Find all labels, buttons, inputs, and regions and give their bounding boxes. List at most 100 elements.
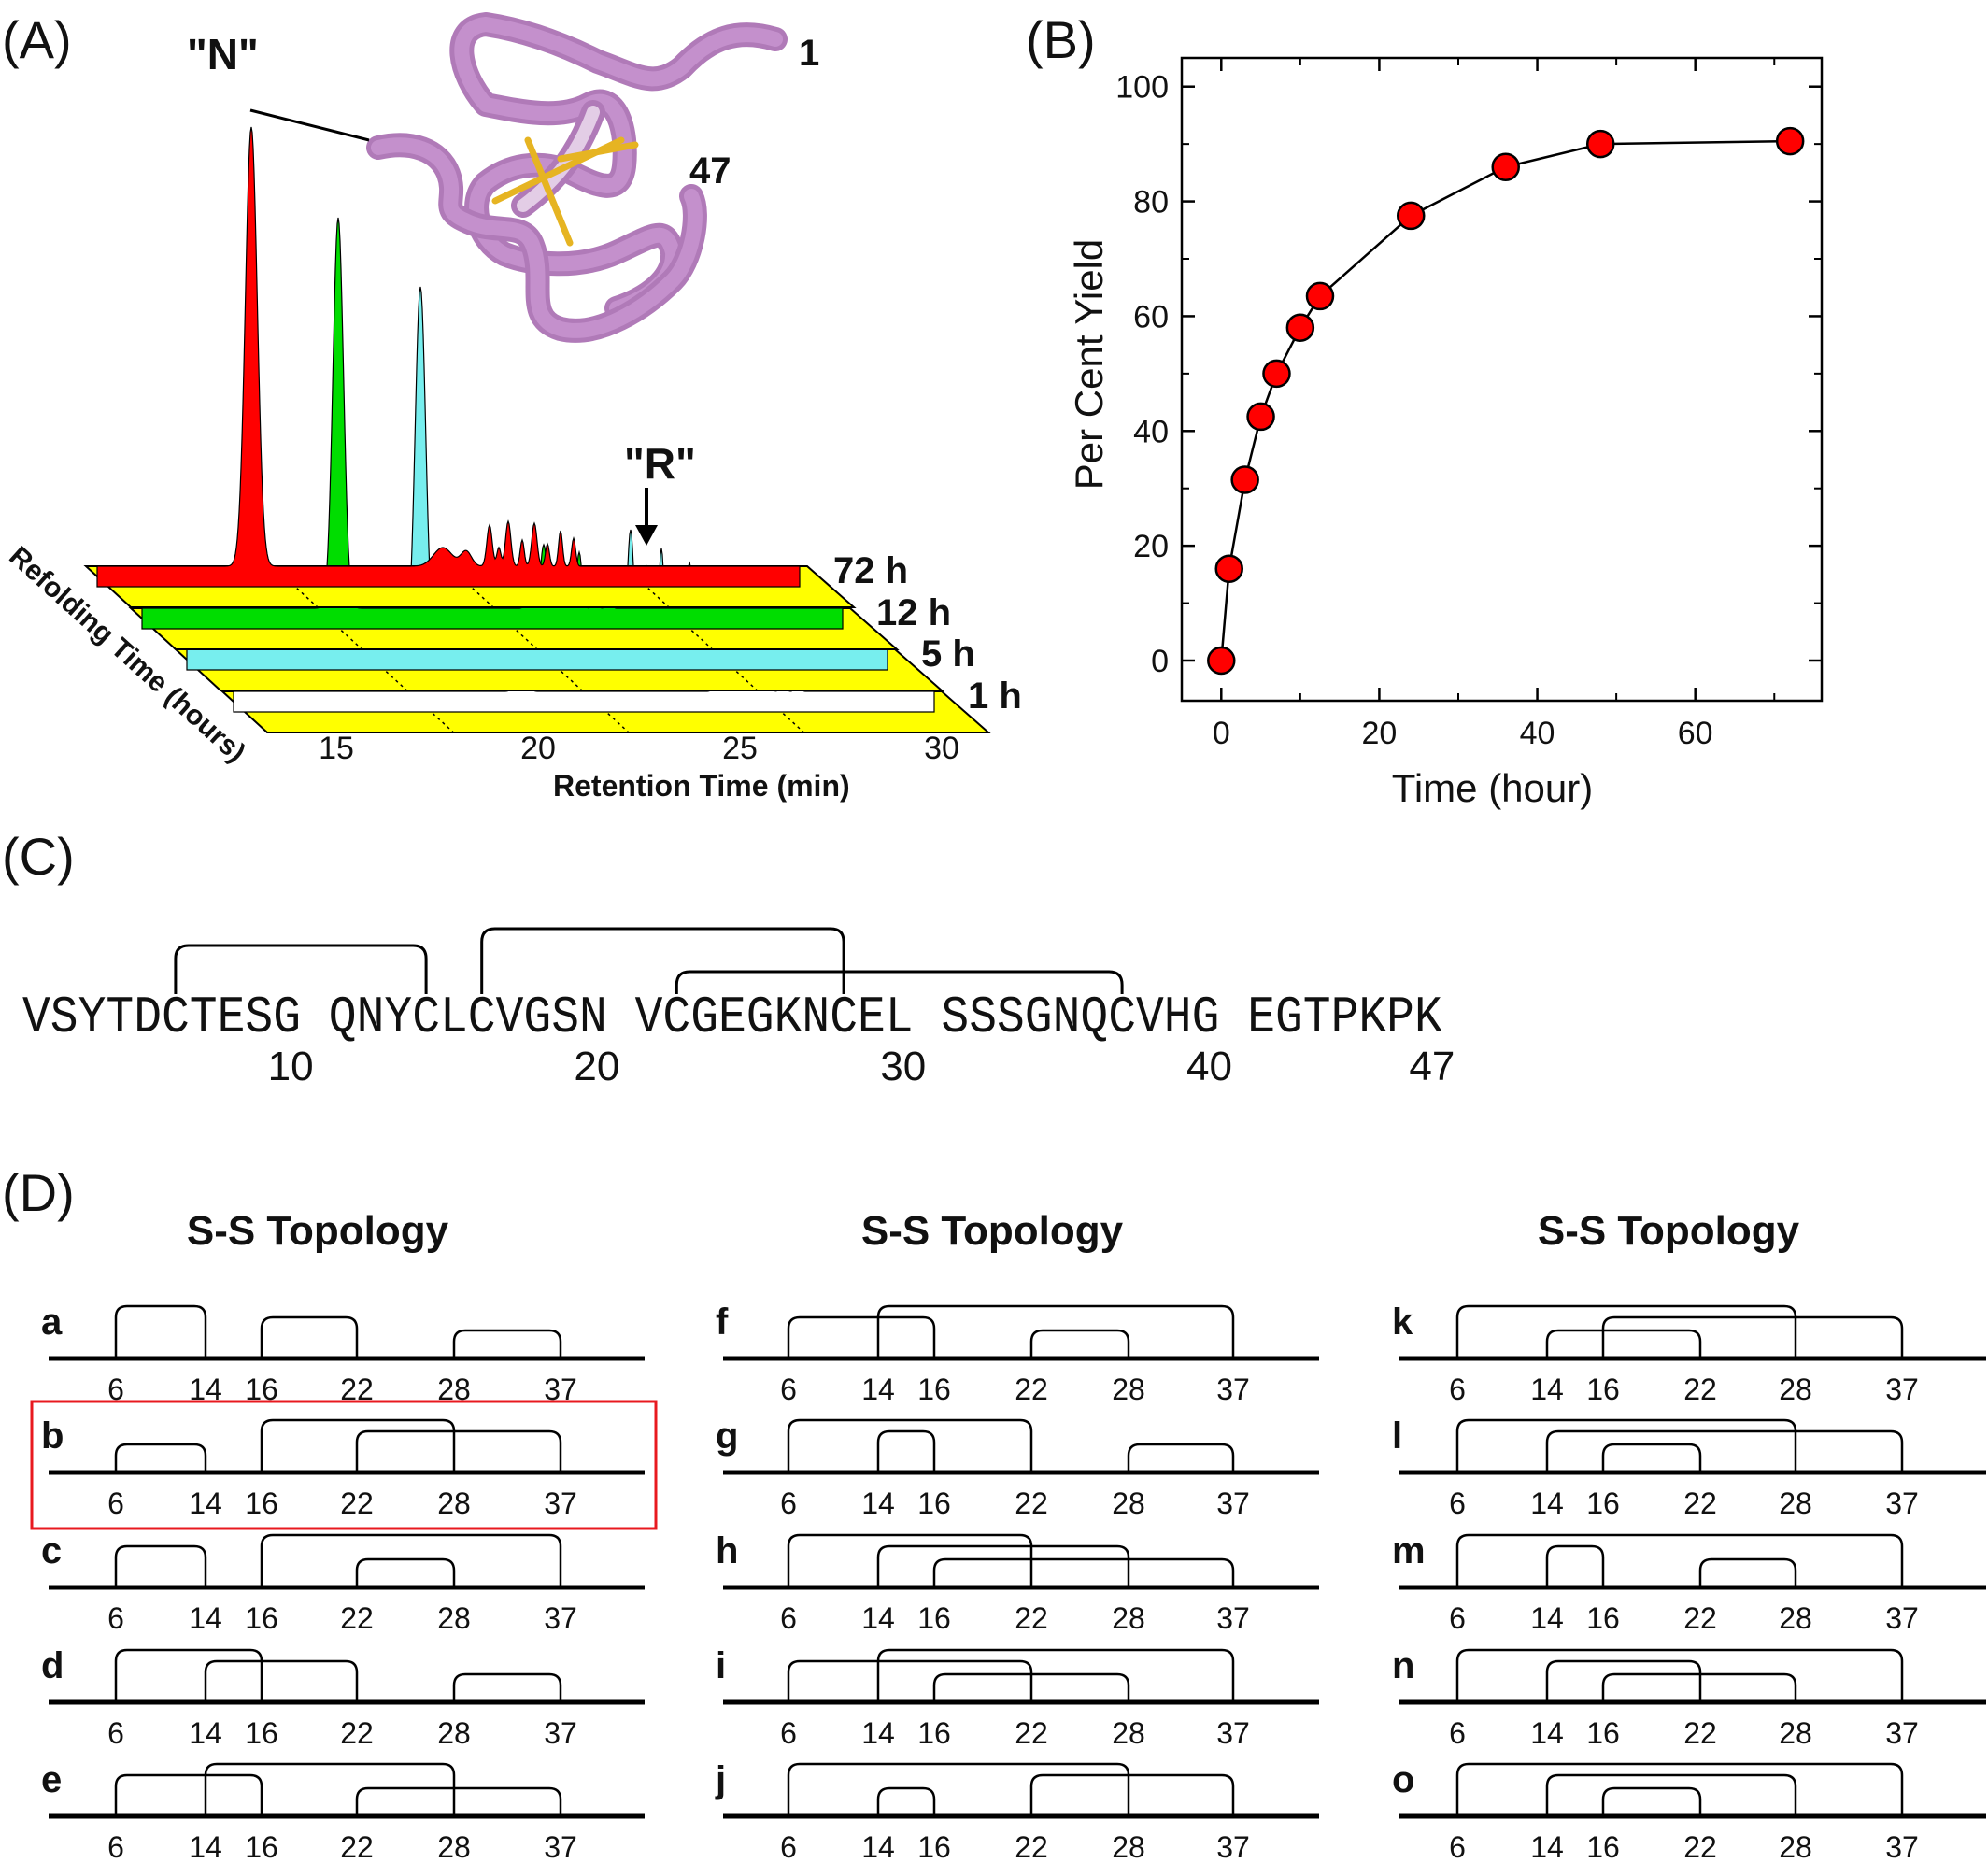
topology-letter: d bbox=[41, 1645, 64, 1686]
cysteine-position-label: 14 bbox=[861, 1486, 895, 1520]
topology-e: e 6 14 16 22 28 37 bbox=[41, 1759, 645, 1863]
cysteine-position-label: 16 bbox=[245, 1486, 278, 1520]
topology-letter: c bbox=[41, 1530, 62, 1571]
topology-letter: h bbox=[716, 1530, 738, 1571]
panel-c-label: (C) bbox=[2, 827, 75, 886]
cysteine-position-label: 28 bbox=[437, 1716, 471, 1750]
y-tick-label: 100 bbox=[1115, 70, 1169, 106]
yield-data-point bbox=[1246, 402, 1275, 432]
sequence-position-label: 40 bbox=[1186, 1044, 1232, 1089]
cysteine-position-label: 14 bbox=[1530, 1601, 1564, 1635]
cysteine-position-label: 16 bbox=[917, 1372, 951, 1406]
disulfide-bond bbox=[1601, 1786, 1702, 1816]
yield-data-point bbox=[1230, 465, 1259, 494]
disulfide-bracket bbox=[480, 927, 845, 994]
structure-label-end: 47 bbox=[689, 150, 731, 192]
topology-g: g 6 14 16 22 28 37 bbox=[716, 1415, 1319, 1520]
cysteine-position-label: 14 bbox=[189, 1830, 222, 1863]
panel-b-label: (B) bbox=[1026, 10, 1096, 69]
cysteine-position-label: 22 bbox=[1683, 1830, 1717, 1863]
disulfide-bond bbox=[204, 1659, 359, 1702]
cysteine-position-label: 37 bbox=[1885, 1486, 1919, 1520]
cysteine-position-label: 37 bbox=[544, 1830, 577, 1863]
cysteine-position-label: 22 bbox=[1683, 1601, 1717, 1635]
yield-data-point bbox=[1262, 359, 1291, 389]
disulfide-bond bbox=[452, 1329, 562, 1358]
disulfide-bond bbox=[1030, 1329, 1130, 1358]
topology-i: i 6 14 16 22 28 37 bbox=[716, 1645, 1319, 1750]
cysteine-position-label: 6 bbox=[780, 1716, 797, 1750]
topology-l: l 6 14 16 22 28 37 bbox=[1392, 1415, 1986, 1520]
sequence-block: VCGEGKNCEL bbox=[635, 988, 914, 1047]
x-tick-label: 60 bbox=[1678, 716, 1713, 751]
disulfide-bond bbox=[1601, 1443, 1702, 1472]
cysteine-position-label: 28 bbox=[1112, 1830, 1145, 1863]
disulfide-bond bbox=[876, 1429, 936, 1472]
topology-f: f 6 14 16 22 28 37 bbox=[716, 1301, 1319, 1406]
yield-data-point bbox=[1775, 126, 1805, 156]
y-tick-label: 40 bbox=[1133, 414, 1169, 449]
disulfide-bond bbox=[1456, 1304, 1797, 1358]
cysteine-position-label: 6 bbox=[107, 1830, 124, 1863]
cysteine-position-label: 16 bbox=[917, 1716, 951, 1750]
cysteine-position-label: 14 bbox=[189, 1601, 222, 1635]
topology-column-title: S-S Topology bbox=[1538, 1208, 1800, 1254]
yield-data-point bbox=[1491, 152, 1520, 181]
cysteine-position-label: 16 bbox=[245, 1601, 278, 1635]
disulfide-bond bbox=[452, 1672, 562, 1702]
cysteine-position-label: 6 bbox=[1449, 1830, 1466, 1863]
plot-frame bbox=[1180, 56, 1824, 703]
disulfide-bond bbox=[260, 1533, 562, 1587]
cysteine-position-label: 37 bbox=[1216, 1372, 1250, 1406]
native-peak-label: "N" bbox=[187, 30, 259, 78]
panel-d: (D) S-S Topology S-S Topology S-S Topolo… bbox=[2, 1163, 1986, 1863]
topology-column-title: S-S Topology bbox=[187, 1208, 449, 1254]
retention-time-tick-label: 30 bbox=[924, 731, 959, 766]
disulfide-bond bbox=[787, 1418, 1033, 1472]
disulfide-bond bbox=[114, 1304, 207, 1358]
yield-data-point bbox=[1585, 129, 1615, 159]
y-tick-label: 0 bbox=[1151, 644, 1169, 679]
cysteine-position-label: 6 bbox=[780, 1372, 797, 1406]
cysteine-position-label: 28 bbox=[437, 1486, 471, 1520]
y-tick-label: 20 bbox=[1133, 529, 1169, 564]
yield-data-point bbox=[1396, 201, 1426, 231]
panel-b: (B) 0 20 40 60 80 100 0 20 40 60 Time (hour) Per Ce… bbox=[1026, 10, 1824, 810]
sequence-position-label: 20 bbox=[574, 1044, 619, 1089]
sequence-block: VSYTDCTESG bbox=[22, 988, 301, 1047]
panel-c: (C) VSYTDCTESG QNYCLCVGSN VCGEGKNCEL SSSGNQ… bbox=[2, 827, 1455, 1089]
topology-h: h 6 14 16 22 28 37 bbox=[716, 1530, 1319, 1635]
disulfide-bond bbox=[355, 1557, 456, 1587]
cysteine-position-label: 28 bbox=[437, 1601, 471, 1635]
disulfide-bond bbox=[932, 1557, 1235, 1587]
cysteine-position-label: 22 bbox=[1015, 1716, 1048, 1750]
cysteine-position-label: 6 bbox=[107, 1486, 124, 1520]
cysteine-position-label: 22 bbox=[340, 1486, 374, 1520]
trace-time-label: 5 h bbox=[921, 633, 975, 675]
topology-letter: l bbox=[1392, 1415, 1402, 1457]
cysteine-position-label: 16 bbox=[1586, 1601, 1620, 1635]
disulfide-bond bbox=[1456, 1418, 1797, 1472]
cysteine-position-label: 22 bbox=[1015, 1601, 1048, 1635]
cysteine-position-label: 6 bbox=[1449, 1486, 1466, 1520]
cysteine-position-label: 22 bbox=[1015, 1486, 1048, 1520]
cysteine-position-label: 14 bbox=[1530, 1716, 1564, 1750]
topology-letter: j bbox=[715, 1759, 726, 1800]
cysteine-position-label: 37 bbox=[1216, 1716, 1250, 1750]
cysteine-position-label: 37 bbox=[1216, 1601, 1250, 1635]
disulfide-bond bbox=[114, 1648, 263, 1702]
disulfide-bond bbox=[114, 1773, 263, 1816]
amino-acid-sequence: VSYTDCTESG QNYCLCVGSN VCGEGKNCEL SSSGNQCVHG… bbox=[22, 988, 1442, 1047]
cysteine-position-label: 6 bbox=[780, 1601, 797, 1635]
cysteine-position-label: 6 bbox=[107, 1716, 124, 1750]
cysteine-position-label: 14 bbox=[861, 1601, 895, 1635]
cysteine-position-label: 14 bbox=[189, 1486, 222, 1520]
topology-letter: i bbox=[716, 1645, 726, 1686]
cysteine-position-label: 16 bbox=[917, 1601, 951, 1635]
topology-letter: k bbox=[1392, 1301, 1413, 1343]
cysteine-position-label: 28 bbox=[1779, 1486, 1812, 1520]
disulfide-bond bbox=[787, 1659, 1033, 1702]
yield-data-point bbox=[1214, 554, 1243, 583]
cysteine-position-label: 28 bbox=[1779, 1830, 1812, 1863]
